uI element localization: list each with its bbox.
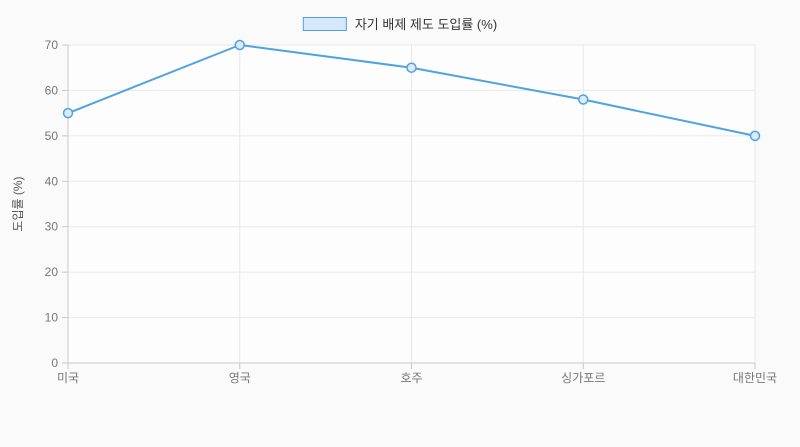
data-point <box>234 39 245 51</box>
legend-swatch-icon <box>302 16 347 31</box>
x-tick-label: 싱가포르 <box>561 371 605 385</box>
x-tick-label: 호주 <box>400 371 422 385</box>
y-tick-label: 40 <box>45 174 59 188</box>
y-tick-label: 10 <box>45 311 59 325</box>
data-point <box>749 130 761 142</box>
y-axis-title: 도입률 (%) <box>11 176 25 231</box>
chart-legend[interactable]: 자기 배제 제도 도입률 (%) <box>302 14 498 33</box>
y-tick-label: 0 <box>51 356 58 370</box>
y-tick-label: 30 <box>45 220 59 234</box>
data-point <box>578 94 589 105</box>
plot-area: 0 10 20 30 40 50 60 70 미국 영국 호주 싱가포르 대한민국 <box>45 38 777 385</box>
y-tick-label: 50 <box>45 129 59 143</box>
x-tick-label: 미국 <box>57 371 79 385</box>
x-tick-label: 영국 <box>229 371 251 385</box>
data-point <box>62 107 74 119</box>
data-point <box>406 62 417 73</box>
y-tick-label: 60 <box>45 83 59 97</box>
x-tick-label: 대한민국 <box>733 371 777 385</box>
y-tick-label: 20 <box>45 265 59 279</box>
y-tick-label: 70 <box>45 38 59 52</box>
legend-label: 자기 배제 제도 도입률 (%) <box>354 17 498 32</box>
